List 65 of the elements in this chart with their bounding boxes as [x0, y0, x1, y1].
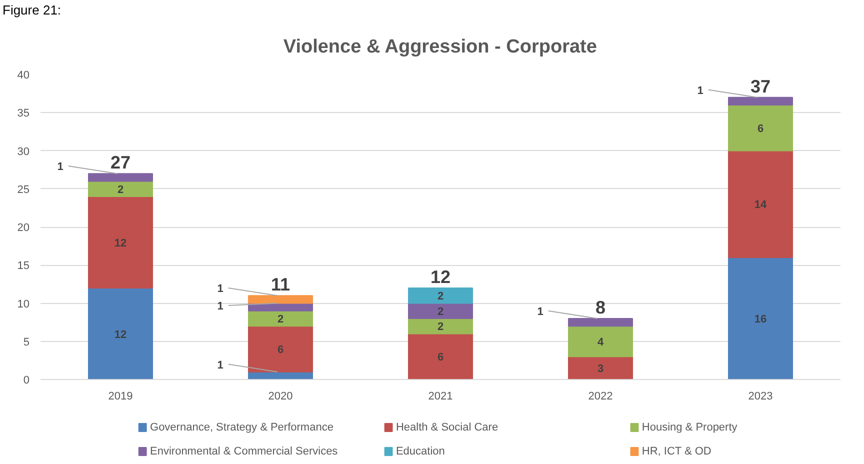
- data-label: 6: [757, 122, 764, 135]
- y-tick-label: 15: [17, 260, 30, 272]
- legend-label: Health & Social Care: [396, 422, 498, 434]
- bar: [568, 318, 633, 327]
- data-label: 4: [597, 336, 604, 348]
- bar: [408, 318, 473, 334]
- bar: [728, 104, 793, 152]
- bar: [568, 356, 633, 380]
- legend-label: Environmental & Commercial Services: [150, 446, 338, 458]
- bar: [408, 302, 473, 319]
- bar: [88, 196, 153, 288]
- total-label: 37: [750, 76, 771, 96]
- y-tick-label: 40: [17, 70, 30, 82]
- data-label: 2: [437, 321, 444, 334]
- data-label: 2: [117, 184, 124, 196]
- data-label: 1: [697, 84, 704, 97]
- data-label: 12: [114, 328, 127, 341]
- bar: [728, 150, 793, 258]
- x-tick-label: 2023: [748, 390, 773, 402]
- data-label: 12: [114, 237, 127, 250]
- data-label: 6: [437, 352, 444, 364]
- data-label: 1: [57, 161, 64, 173]
- legend-label: Housing & Property: [642, 422, 738, 434]
- data-label: 2: [277, 314, 284, 326]
- bar: [408, 288, 473, 304]
- bar: [248, 295, 313, 304]
- bar: [408, 333, 473, 380]
- bar: [728, 96, 793, 106]
- y-tick-label: 25: [17, 184, 30, 196]
- data-label: 14: [754, 199, 768, 212]
- bar: [248, 326, 313, 372]
- total-label: 8: [595, 298, 606, 318]
- legend-label: HR, ICT & OD: [642, 446, 712, 458]
- data-label: 2: [437, 306, 444, 318]
- total-label: 27: [110, 152, 131, 173]
- x-tick-label: 2019: [108, 390, 133, 402]
- bar: [728, 257, 793, 380]
- bar: [248, 310, 313, 327]
- data-label: 16: [754, 314, 767, 326]
- bar: [568, 326, 633, 358]
- y-tick-label: 10: [17, 298, 30, 310]
- bar: [88, 173, 153, 182]
- legend-label: Governance, Strategy & Performance: [150, 422, 334, 434]
- y-tick-label: 0: [23, 374, 30, 386]
- legend-label: Education: [396, 446, 445, 458]
- y-tick-label: 20: [17, 222, 30, 234]
- data-label: 1: [217, 359, 224, 372]
- total-label: 11: [270, 274, 290, 295]
- x-tick-label: 2021: [428, 390, 453, 402]
- bar: [88, 288, 153, 380]
- total-label: 12: [430, 267, 451, 287]
- y-tick-label: 35: [17, 108, 30, 120]
- chart-title: Violence & Aggression - Corporate: [283, 36, 597, 58]
- data-label: 2: [437, 290, 444, 303]
- bar: [88, 180, 153, 197]
- x-tick-label: 2020: [268, 390, 293, 402]
- data-label: 1: [217, 283, 224, 295]
- x-tick-label: 2022: [588, 390, 613, 402]
- y-tick-label: 5: [23, 336, 30, 348]
- y-tick-label: 30: [17, 146, 30, 158]
- data-label: 1: [537, 306, 544, 318]
- caption: Figure 21:: [2, 2, 62, 18]
- data-label: 6: [277, 344, 284, 356]
- data-label: 3: [597, 363, 604, 376]
- data-label: 1: [217, 300, 224, 313]
